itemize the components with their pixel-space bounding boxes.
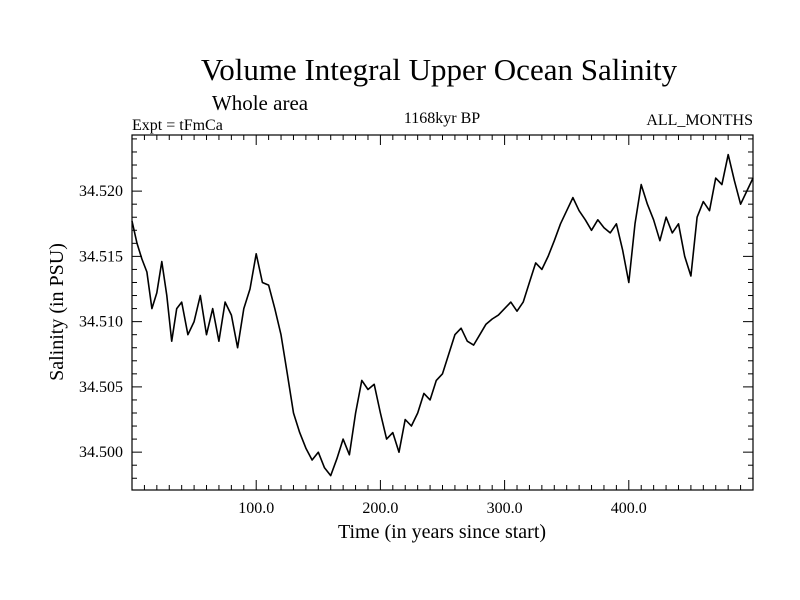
annotation-months: ALL_MONTHS (646, 112, 753, 129)
x-tick-label: 200.0 (362, 500, 398, 517)
axis-ticks (132, 135, 753, 490)
y-tick-label: 34.500 (79, 444, 123, 461)
annotation-period: 1168kyr BP (404, 110, 480, 127)
y-tick-label: 34.520 (79, 183, 123, 200)
chart-title: Volume Integral Upper Ocean Salinity (201, 52, 678, 87)
y-tick-label: 34.505 (79, 379, 123, 396)
x-axis-label: Time (in years since start) (338, 521, 546, 543)
x-tick-label: 300.0 (487, 500, 523, 517)
x-tick-label: 400.0 (611, 500, 647, 517)
x-tick-label: 100.0 (238, 500, 274, 517)
chart-subtitle: Whole area (212, 91, 309, 115)
annotation-experiment: Expt = tFmCa (132, 117, 223, 134)
y-tick-label: 34.515 (79, 248, 123, 265)
series-line-salinity (131, 153, 754, 477)
axis-tick-labels: 100.0 200.0 300.0 400.0 34.500 34.505 34.510 34… (79, 183, 647, 517)
plot-frame (131, 134, 754, 491)
y-tick-label: 34.510 (79, 314, 123, 331)
y-axis-label: Salinity (in PSU) (46, 243, 68, 381)
